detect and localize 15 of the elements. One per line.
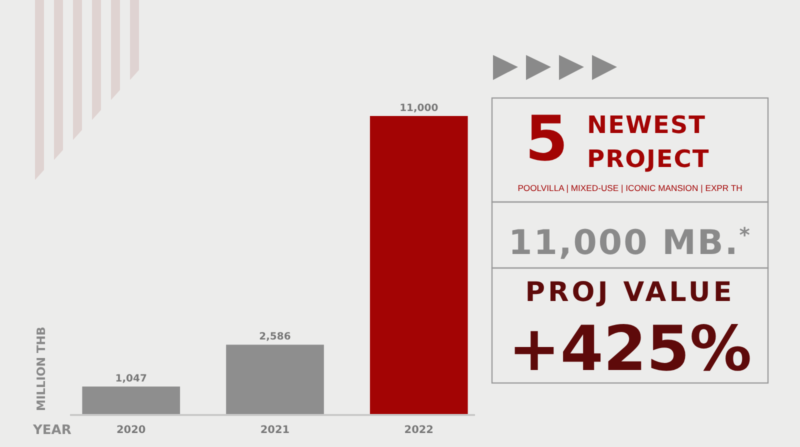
y-axis-title: MILLION THB — [34, 326, 48, 411]
x-axis-title: YEAR — [32, 423, 72, 438]
text: 5 — [525, 102, 568, 175]
x-tick-label: 2022 — [404, 424, 434, 436]
text: PROJECT — [587, 145, 710, 173]
text: POOLVILLA | MIXED-USE | ICONIC MANSION | EXPR TH — [518, 183, 742, 193]
data-label: 11,000 — [400, 103, 438, 114]
text: PROJ VALUE — [525, 277, 735, 308]
data-label: 2,586 — [259, 332, 291, 343]
text: +425% — [508, 312, 752, 385]
x-tick-label: 2020 — [116, 424, 146, 436]
text: 11,000 MB.$^{*}$ — [508, 223, 752, 263]
x-tick-label: 2021 — [260, 424, 290, 436]
text: NEWEST — [587, 111, 706, 139]
data-label: 1,047 — [115, 374, 147, 385]
